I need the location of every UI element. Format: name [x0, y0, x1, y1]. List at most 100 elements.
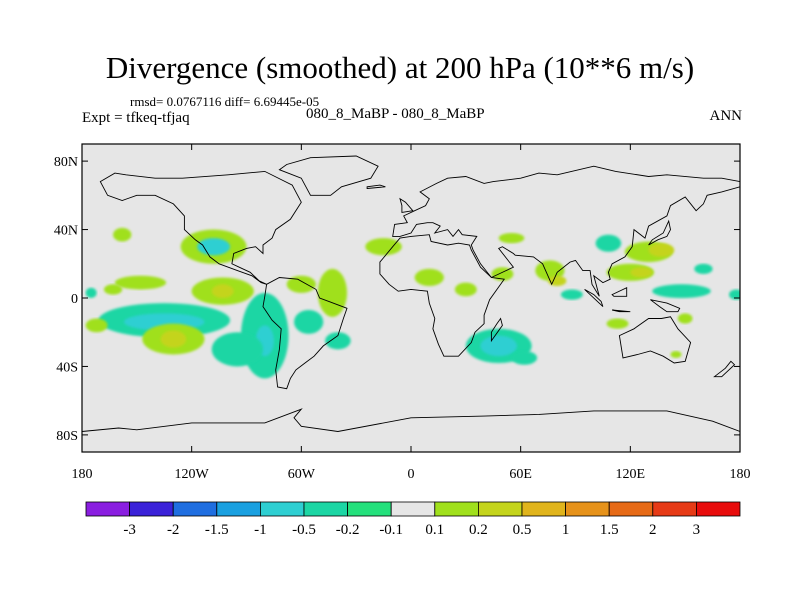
coastline [366, 184, 386, 189]
colorbar-label: -0.5 [292, 522, 316, 538]
plot-title: Divergence (smoothed) at 200 hPa (10**6 … [105, 50, 695, 85]
coastline [618, 316, 692, 364]
anomaly-region [670, 351, 682, 358]
anomaly-region [103, 284, 123, 295]
stats-label: rmsd= 0.0767116 diff= 6.69445e-05 [130, 94, 320, 109]
lon-tick-label: 120E [616, 467, 646, 482]
season-label: ANN [709, 108, 743, 124]
anomaly-region [548, 275, 567, 287]
coastline [379, 234, 506, 357]
anomaly-region [595, 234, 622, 252]
anomaly-region [694, 263, 713, 275]
coastline [611, 309, 631, 313]
lat-tick-label: 80S [56, 429, 78, 444]
colorbar-label: 1 [562, 522, 570, 538]
colorbar-label: -0.2 [336, 522, 360, 538]
continent-outlines [82, 155, 740, 452]
axis-ticks: 80N 40N 0 40S 80S 180 120W 60W 0 60E 120E 180 [54, 144, 751, 482]
anomaly-region [652, 284, 711, 298]
lat-tick-label: 0 [71, 292, 78, 307]
anomaly-region [511, 351, 538, 365]
colorbar-swatch [477, 501, 523, 517]
colorbar-label: 3 [693, 522, 701, 538]
anomaly-region [535, 260, 565, 281]
coastline [99, 170, 302, 285]
colorbar-swatch [172, 501, 218, 517]
lat-tick-label: 40S [56, 360, 78, 375]
divergence-contours [85, 227, 740, 379]
colorbar-swatch [259, 501, 305, 517]
colorbar-swatch [347, 501, 392, 517]
anomaly-region [648, 243, 675, 257]
anomaly-region [160, 330, 187, 348]
colorbar-swatch [608, 501, 654, 517]
anomaly-region [365, 238, 402, 256]
coastline [490, 317, 503, 343]
anomaly-region [211, 284, 234, 298]
anomaly-region [480, 335, 518, 357]
lon-tick-label: 120W [175, 467, 210, 482]
coastline [262, 277, 348, 390]
colorbar-label: -2 [167, 522, 180, 538]
lon-tick-label: 60W [288, 467, 316, 482]
lat-tick-label: 40N [54, 224, 78, 239]
coastline [648, 219, 671, 246]
colorbar-swatch [521, 501, 566, 517]
anomaly-region [294, 309, 324, 334]
lon-tick-label: 180 [730, 467, 751, 482]
lat-tick-label: 80N [54, 155, 78, 170]
anomaly-region [677, 313, 693, 324]
colorbar: -3 -2 -1.5 -1 -0.5 -0.2 -0.1 0.1 0.2 0.5 1 1.5 2 3 [85, 501, 741, 538]
anomaly-region [286, 275, 316, 293]
colorbar-label: 2 [649, 522, 657, 538]
anomaly-region [211, 332, 263, 367]
anomaly-region [491, 267, 514, 281]
case-label: 080_8_MaBP - 080_8_MaBP [306, 106, 485, 122]
anomaly-region [729, 289, 740, 300]
anomaly-region [197, 238, 231, 256]
lon-tick-label: 0 [408, 467, 415, 482]
anomaly-region [498, 232, 525, 244]
colorbar-label: -0.1 [379, 522, 403, 538]
colorbar-label: -1.5 [205, 522, 229, 538]
colorbar-label: 1.5 [600, 522, 619, 538]
anomaly-region [606, 318, 629, 329]
colorbar-swatch [129, 501, 174, 517]
experiment-label: Expt = tfkeq-tfjaq [82, 110, 190, 126]
colorbar-swatch [696, 501, 741, 517]
coastline [82, 408, 740, 452]
colorbar-label: -3 [123, 522, 136, 538]
anomaly-region [325, 332, 351, 350]
colorbar-swatch [85, 501, 130, 517]
colorbar-label: 0.2 [469, 522, 488, 538]
coastline [584, 289, 604, 307]
colorbar-swatch [390, 501, 436, 517]
coastline [611, 286, 628, 297]
colorbar-swatch [652, 501, 697, 517]
anomaly-region [114, 275, 167, 290]
lon-tick-label: 60E [509, 467, 532, 482]
colorbar-label: -1 [254, 522, 267, 538]
coastline [278, 155, 379, 196]
coastline [399, 197, 414, 213]
coastline [392, 165, 740, 297]
colorbar-label: 0.1 [425, 522, 444, 538]
anomaly-region [85, 318, 108, 333]
colorbar-swatch [303, 501, 348, 517]
anomaly-region [414, 268, 444, 287]
anomaly-region [113, 227, 132, 242]
anomaly-region [630, 267, 653, 278]
colorbar-swatch [565, 501, 610, 517]
anomaly-region [85, 287, 97, 298]
colorbar-swatch [216, 501, 261, 517]
lon-tick-label: 180 [72, 467, 93, 482]
colorbar-label: 0.5 [513, 522, 532, 538]
coastline [650, 299, 681, 313]
map-background [82, 144, 740, 452]
colorbar-swatch [434, 501, 479, 517]
anomaly-region [560, 289, 583, 300]
anomaly-region [317, 268, 348, 317]
coastline [713, 360, 736, 378]
anomaly-region [454, 282, 477, 297]
